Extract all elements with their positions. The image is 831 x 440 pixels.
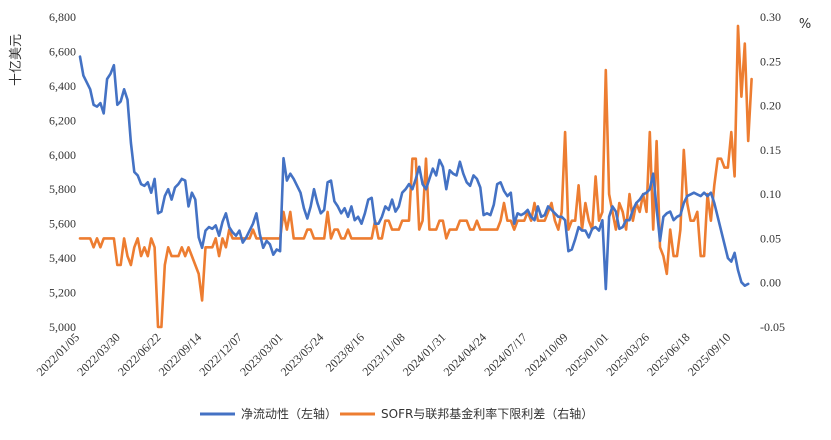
left-tick-label: 6,800 (49, 10, 76, 24)
x-tick-label: 2024/07/17 (481, 330, 530, 379)
legend-label-sofr-spread: SOFR与联邦基金利率下限利差（右轴） (381, 406, 593, 421)
x-axis-ticks: 2022/01/052022/03/302022/06/222022/09/14… (34, 330, 734, 379)
legend-label-net-liquidity: 净流动性（左轴） (241, 406, 337, 421)
x-tick-label: 2025/09/10 (685, 330, 734, 379)
left-tick-label: 6,000 (49, 148, 76, 162)
x-tick-label: 2023/11/08 (360, 330, 408, 378)
right-tick-label: 0.05 (760, 231, 781, 245)
x-tick-label: 2022/06/22 (115, 330, 164, 379)
x-tick-label: 2024/10/09 (522, 330, 571, 379)
left-tick-label: 5,400 (49, 251, 76, 265)
left-tick-label: 6,200 (49, 113, 76, 127)
left-tick-label: 6,400 (49, 79, 76, 93)
right-tick-label: 0.10 (760, 187, 781, 201)
x-tick-label: 2023/05/24 (278, 330, 327, 379)
x-tick-label: 2022/09/14 (156, 330, 205, 379)
left-tick-label: 5,800 (49, 182, 76, 196)
left-tick-label: 5,200 (49, 286, 76, 300)
right-axis-unit: % (799, 17, 811, 32)
x-tick-label: 2025/06/18 (644, 330, 693, 379)
left-tick-label: 5,000 (49, 320, 76, 334)
left-axis-unit: 十亿美元 (9, 34, 24, 86)
series-net-liquidity-line (78, 55, 750, 291)
left-tick-label: 6,600 (49, 44, 76, 58)
x-tick-label: 2024/04/24 (441, 330, 490, 379)
x-tick-label: 2023/03/01 (237, 330, 286, 379)
legend: 净流动性（左轴） SOFR与联邦基金利率下限利差（右轴） (200, 406, 593, 421)
right-tick-label: 0.15 (760, 143, 781, 157)
right-tick-label: 0.30 (760, 10, 781, 24)
left-axis-ticks: 6,800 6,600 6,400 6,200 6,000 5,800 5,600 5,400… (49, 10, 76, 334)
x-tick-label: 2024/01/31 (400, 330, 449, 379)
right-tick-label: -0.05 (760, 320, 785, 334)
x-tick-label: 2022/03/30 (74, 330, 123, 379)
right-tick-label: 0.00 (760, 276, 781, 290)
x-tick-label: 2022/12/07 (196, 330, 245, 379)
x-tick-label: 2022/01/05 (34, 330, 83, 379)
series-layer (78, 24, 753, 329)
right-tick-label: 0.20 (760, 99, 781, 113)
x-tick-label: 2025/01/01 (563, 330, 612, 379)
series-sofr-spread-line (78, 24, 753, 329)
x-tick-label: 2025/03/26 (603, 330, 652, 379)
right-tick-label: 0.25 (760, 54, 781, 68)
right-axis-ticks: 0.30 0.25 0.20 0.15 0.10 0.05 0.00 -0.05 (760, 10, 785, 334)
left-tick-label: 5,600 (49, 217, 76, 231)
